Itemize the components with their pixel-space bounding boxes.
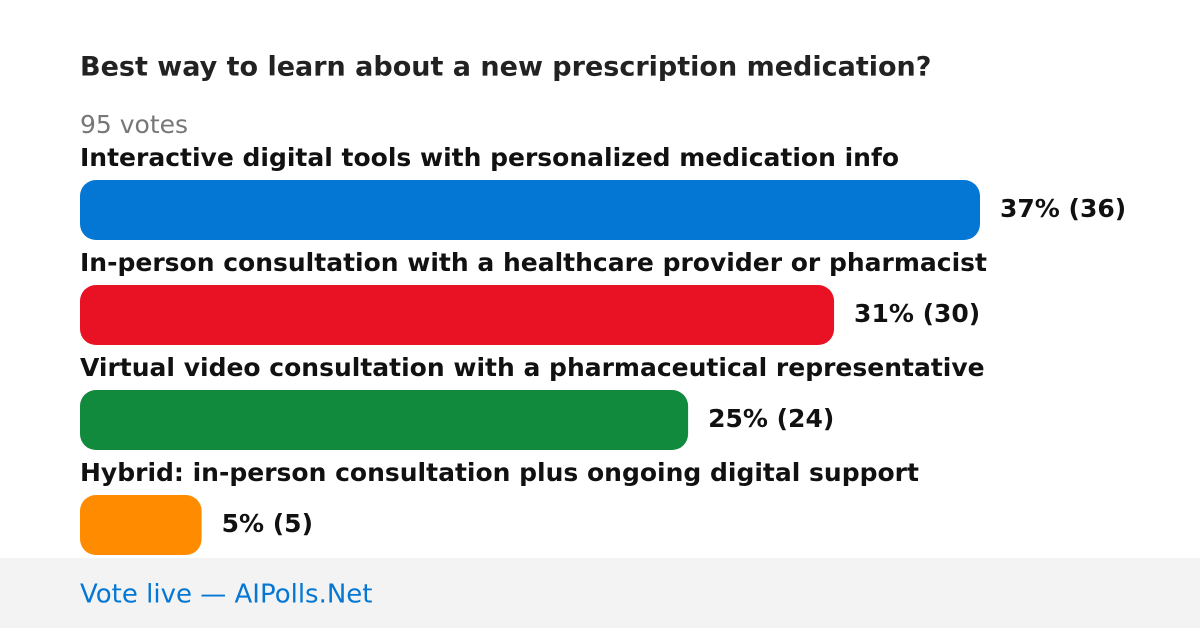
bar [80,285,835,345]
option-label: Virtual video consultation with a pharma… [80,353,985,382]
option-label: In-person consultation with a healthcare… [80,248,987,277]
bar [80,180,980,240]
option-label: Hybrid: in-person consultation plus ongo… [80,458,919,487]
bar [80,495,202,555]
value-label: 5% (5) [222,509,313,538]
value-label: 31% (30) [854,299,980,328]
value-label: 37% (36) [1000,194,1126,223]
vote-count: 95 votes [80,110,188,139]
footer-link[interactable]: Vote live — AIPolls.Net [80,580,373,610]
option-label: Interactive digital tools with personali… [80,143,899,172]
chart-title: Best way to learn about a new prescripti… [80,52,931,83]
footer-bar [0,558,1200,628]
value-label: 25% (24) [708,404,834,433]
bar [80,390,689,450]
